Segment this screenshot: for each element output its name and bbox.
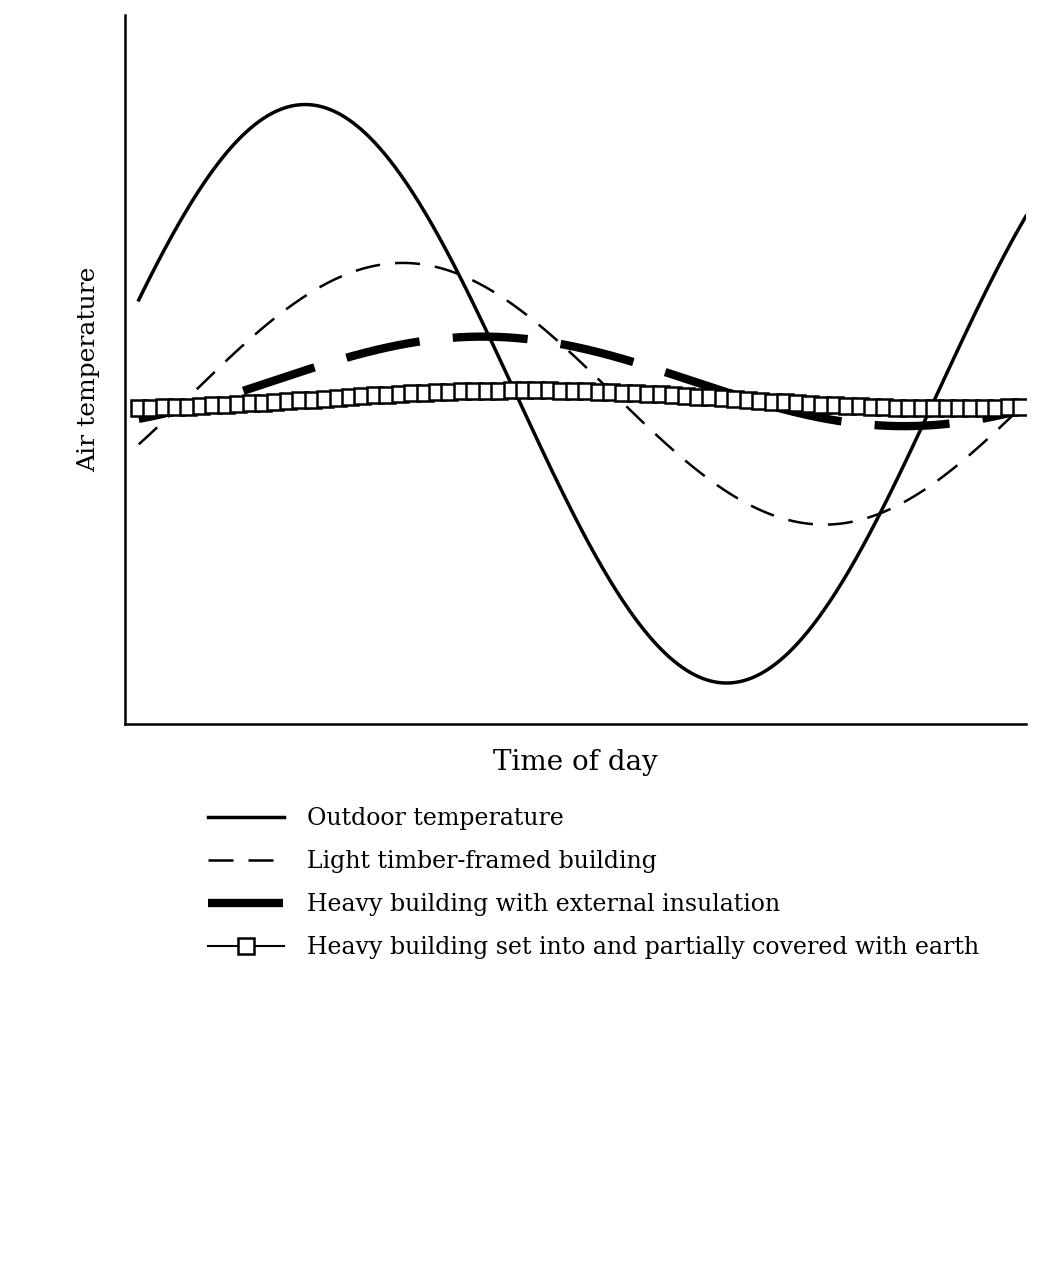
Legend: Outdoor temperature, Light timber-framed building, Heavy building with external : Outdoor temperature, Light timber-framed… <box>208 807 980 960</box>
Y-axis label: Air temperature: Air temperature <box>77 267 101 473</box>
X-axis label: Time of day: Time of day <box>493 749 658 776</box>
